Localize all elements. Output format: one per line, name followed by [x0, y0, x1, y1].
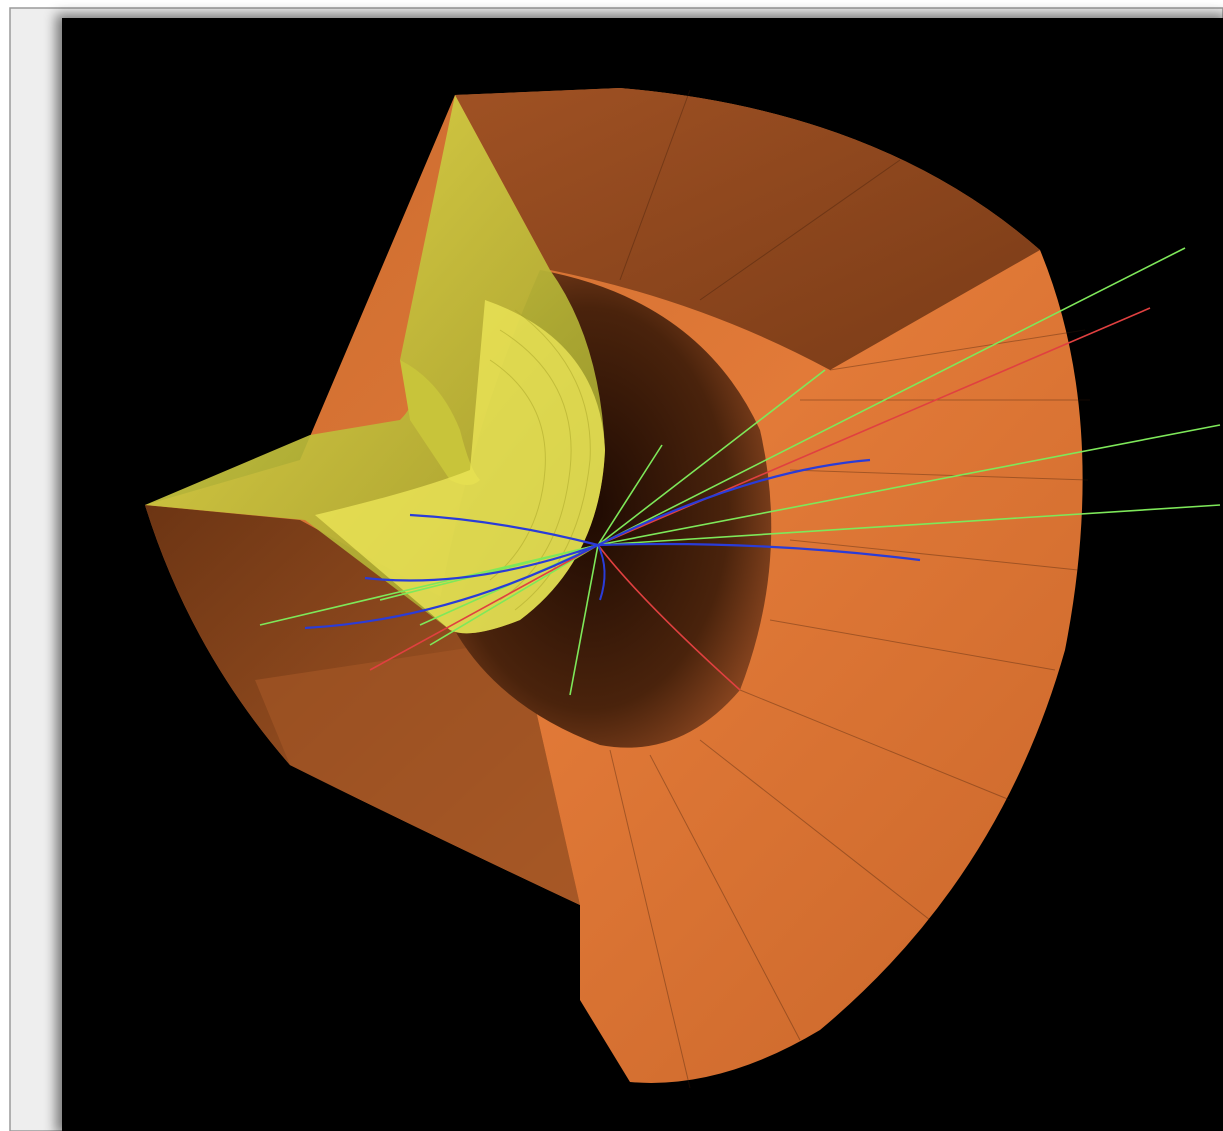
top-cut-face	[455, 88, 1040, 370]
tracks	[259, 247, 1221, 696]
calorimeter-segments	[609, 89, 1090, 1089]
lower-front-face	[255, 640, 580, 905]
endcap-disc	[315, 300, 605, 634]
endcap-notch	[400, 360, 480, 485]
